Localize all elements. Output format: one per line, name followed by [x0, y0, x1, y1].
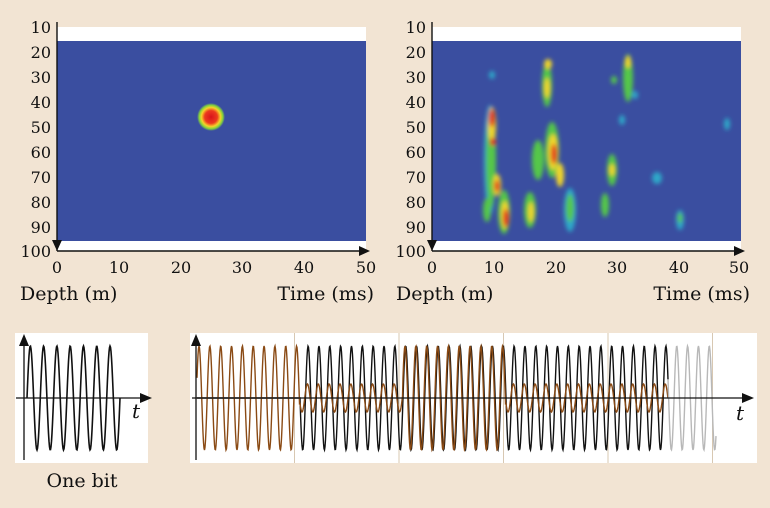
heatmap-right-ytick-50: 50 [406, 118, 426, 137]
heatmap-left-ytick-40: 40 [31, 93, 51, 112]
heatmap-right-ytick-80: 80 [406, 193, 426, 212]
heatmap-right-xtick-20: 20 [546, 258, 566, 277]
heatmap-right-ytick-70: 70 [406, 168, 426, 187]
heatmap-right-xtick-40: 40 [669, 258, 689, 277]
heatmap-left: 10 20 30 40 50 60 70 80 90 100 0 10 20 3… [20, 18, 376, 305]
heatmap-right: 10 20 30 40 50 60 70 80 90 100 0 10 20 3… [395, 18, 750, 305]
heatmap-left-xtick-10: 10 [109, 258, 129, 277]
pulse-train-t-label: t [736, 401, 745, 425]
heatmap-left-xtick-20: 20 [171, 258, 191, 277]
heatmap-left-bottom-margin [57, 241, 366, 251]
heatmap-right-ytick-20: 20 [406, 43, 426, 62]
heatmap-left-ytick-100: 100 [20, 242, 51, 261]
one-bit-y-arrow [19, 334, 29, 346]
heatmap-right-blobs [483, 54, 730, 234]
heatmap-right-xtick-50: 50 [729, 258, 749, 277]
heatmap-left-xtick-40: 40 [294, 258, 314, 277]
heatmap-left-field [57, 41, 366, 241]
heatmap-left-ytick-10: 10 [31, 18, 51, 37]
one-bit-t-arrow [140, 393, 152, 403]
heatmap-right-xtick-10: 10 [484, 258, 504, 277]
heatmap-left-ytick-60: 60 [31, 143, 51, 162]
heatmap-right-x-arrow [734, 246, 745, 256]
heatmap-right-top-margin [432, 27, 741, 41]
heatmap-right-ytick-90: 90 [406, 218, 426, 237]
heatmap-right-xtick-0: 0 [427, 258, 437, 277]
heatmap-left-xtick-50: 50 [356, 258, 376, 277]
pulse-train-y-arrow [191, 334, 201, 346]
pulse-train-t-arrow [742, 393, 754, 403]
heatmap-left-hotspot [197, 103, 225, 131]
heatmap-right-ytick-40: 40 [406, 93, 426, 112]
heatmap-right-ytick-100: 100 [395, 242, 426, 261]
one-bit-t-label: t [132, 399, 141, 423]
heatmap-right-field [432, 41, 741, 241]
heatmap-left-time-label: Time (ms) [277, 283, 374, 305]
heatmap-right-depth-label: Depth (m) [396, 283, 493, 305]
heatmap-left-xtick-0: 0 [52, 258, 62, 277]
heatmap-right-ytick-60: 60 [406, 143, 426, 162]
pulse-train-faded-waveform [667, 343, 717, 453]
heatmap-left-x-arrow [359, 246, 370, 256]
pulse-train-brown-waveform [196, 343, 669, 453]
heatmap-left-depth-label: Depth (m) [20, 283, 117, 305]
heatmap-left-y-arrow [52, 240, 62, 251]
heatmap-left-ytick-80: 80 [31, 193, 51, 212]
heatmap-left-ytick-20: 20 [31, 43, 51, 62]
heatmap-right-y-arrow [427, 240, 437, 251]
heatmap-right-ytick-10: 10 [406, 18, 426, 37]
heatmap-left-xtick-30: 30 [232, 258, 252, 277]
one-bit-caption: One bit [47, 470, 118, 492]
heatmap-right-xtick-30: 30 [607, 258, 627, 277]
heatmap-left-ytick-70: 70 [31, 168, 51, 187]
heatmap-left-ytick-50: 50 [31, 118, 51, 137]
heatmap-left-ytick-30: 30 [31, 68, 51, 87]
heatmap-right-time-label: Time (ms) [653, 283, 750, 305]
heatmap-right-bottom-margin [432, 241, 741, 251]
one-bit-signal-panel: t One bit [15, 333, 152, 492]
heatmap-left-ytick-90: 90 [31, 218, 51, 237]
heatmap-left-top-margin [57, 27, 366, 41]
pulse-train-panel: t [190, 333, 757, 463]
heatmap-right-ytick-30: 30 [406, 68, 426, 87]
